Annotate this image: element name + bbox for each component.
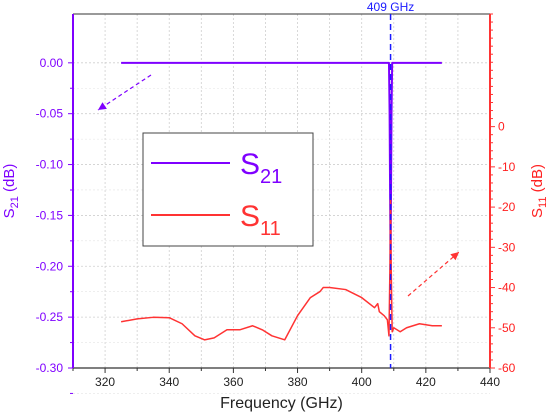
right-tick-label: 0 (498, 120, 505, 134)
x-tick-label: 420 (416, 375, 436, 389)
axes: 320 340 360 380 400 420 440 0.00 -0.05 -0.10 -0.15… (36, 13, 516, 394)
left-tick-label: -0.15 (36, 208, 64, 222)
arrow-to-right-axis-head (450, 252, 459, 261)
series-line-s21 (121, 61, 442, 268)
resonance-label: 409 GHz (367, 0, 414, 14)
arrow-to-left-axis (97, 74, 152, 111)
legend-label-s11: S11 (240, 200, 281, 240)
right-tick-label: -30 (498, 240, 516, 254)
right-tick-label: -50 (498, 321, 516, 335)
left-tick-label: 0.00 (40, 56, 64, 70)
series-layer (120, 61, 442, 341)
x-tick-label: 400 (352, 375, 372, 389)
x-tick-label: 440 (480, 375, 500, 389)
right-tick-label: -20 (498, 200, 516, 214)
right-tick-label: -40 (498, 281, 516, 295)
x-axis-title: Frequency (GHz) (220, 395, 343, 412)
right-tick-label: -60 (498, 361, 516, 375)
left-tick-label: -0.30 (36, 361, 64, 375)
x-tick-label: 320 (95, 375, 115, 389)
x-tick-label: 360 (223, 375, 243, 389)
left-tick-label: -0.05 (36, 107, 64, 121)
legend-label-s21: S21 (240, 148, 282, 188)
right-tick-label: -10 (498, 160, 516, 174)
x-tick-label: 380 (288, 375, 308, 389)
arrow-to-right-axis (407, 251, 460, 297)
arrow-to-left-axis-head (98, 102, 107, 110)
left-tick-label: -0.10 (36, 158, 64, 172)
x-tick-label: 340 (159, 375, 179, 389)
left-tick-label: -0.25 (36, 310, 64, 324)
axis-titles: Frequency (GHz) S21 (dB) S11 (dB) (1, 164, 549, 412)
series-line-s11 (120, 198, 442, 341)
right-axis-title: S11 (dB) (529, 164, 549, 218)
legend-box (142, 132, 314, 247)
left-tick-label: -0.20 (36, 259, 64, 273)
annotations: 409 GHz (97, 0, 460, 368)
left-axis-title: S21 (dB) (1, 164, 21, 219)
